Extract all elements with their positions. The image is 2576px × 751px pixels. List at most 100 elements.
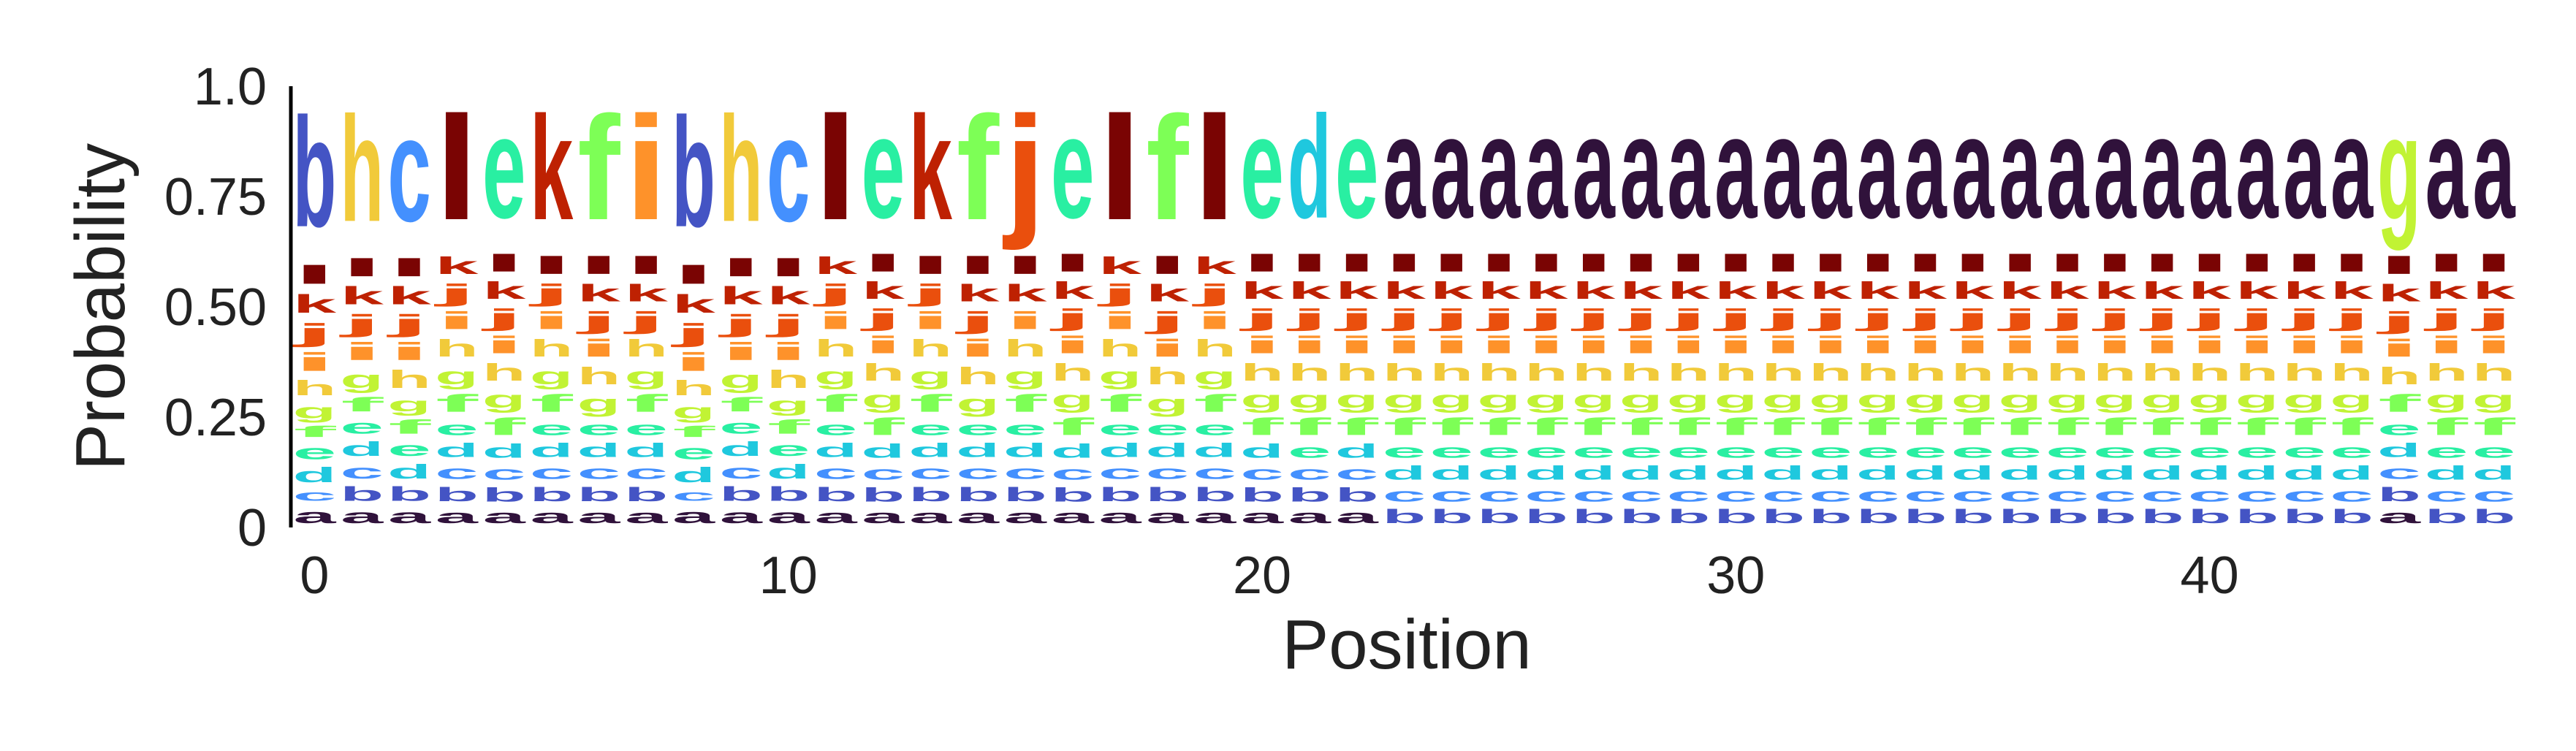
logo-letter-k: k bbox=[1951, 277, 1994, 304]
logo-letter-l: l bbox=[1667, 250, 1711, 277]
logo-letter-i: i bbox=[2330, 331, 2374, 358]
logo-letter-g: g bbox=[1003, 362, 1047, 389]
logo-letter-k: k bbox=[2283, 277, 2326, 304]
logo-letter-b: b bbox=[862, 484, 905, 506]
logo-letter-g: g bbox=[814, 362, 858, 389]
logo-letter-b: b bbox=[1809, 506, 1853, 527]
logo-letter-l: l bbox=[862, 250, 905, 277]
logo-letter-d: d bbox=[2093, 462, 2137, 484]
logo-letter-i: i bbox=[1904, 331, 1948, 358]
logo-letter-j: j bbox=[1428, 304, 1472, 331]
logo-letter-d: d bbox=[577, 439, 621, 461]
logo-letter-i: i bbox=[1098, 307, 1142, 335]
logo-letter-a: a bbox=[767, 506, 810, 527]
x-tick-label: 30 bbox=[1706, 546, 1765, 605]
logo-letter-i: i bbox=[672, 347, 715, 376]
logo-letter-f: f bbox=[1762, 413, 1806, 440]
logo-letter-e: e bbox=[1951, 440, 1995, 462]
logo-letter-h: h bbox=[1146, 362, 1190, 389]
logo-glyphs: acdefghijklbabcdefgijklhabdefghijklcabcd… bbox=[291, 85, 2516, 527]
logo-letter-h: h bbox=[672, 377, 715, 400]
x-tick-label: 10 bbox=[759, 546, 818, 605]
logo-letter-h: h bbox=[2330, 359, 2374, 386]
logo-letter-d: d bbox=[1430, 462, 1474, 484]
logo-letter-a: a bbox=[1193, 506, 1236, 527]
logo-letter-a: a bbox=[436, 506, 479, 527]
logo-letter-f: f bbox=[1999, 413, 2043, 440]
logo-letter-k: k bbox=[293, 289, 337, 319]
logo-letter-e: e bbox=[1288, 440, 1331, 462]
logo-letter-c: c bbox=[1572, 484, 1616, 506]
logo-letter-b: b bbox=[577, 484, 621, 506]
logo-letter-b: b bbox=[2188, 506, 2232, 527]
logo-letter-g: g bbox=[1904, 386, 1948, 413]
logo-letter-g: g bbox=[2282, 386, 2326, 413]
logo-letter-l: l bbox=[2472, 250, 2516, 277]
logo-letter-f: f bbox=[2235, 413, 2279, 440]
logo-letter-b: b bbox=[1856, 506, 1900, 527]
logo-letter-b: b bbox=[1383, 506, 1426, 527]
logo-letter-b: b bbox=[1288, 484, 1331, 506]
logo-letter-l: l bbox=[387, 253, 431, 281]
logo-letter-d: d bbox=[1761, 462, 1805, 484]
logo-letter-j: j bbox=[2471, 304, 2515, 331]
logo-letter-g: g bbox=[2330, 386, 2374, 413]
logo-letter-h: h bbox=[1998, 359, 2042, 386]
logo-letter-l: l bbox=[1951, 250, 1995, 277]
logo-letter-k: k bbox=[1999, 277, 2042, 304]
logo-letter-b: b bbox=[2235, 506, 2279, 527]
logo-letter-c: c bbox=[1904, 484, 1948, 506]
logo-letter-i: i bbox=[2282, 331, 2326, 358]
logo-letter-a: a bbox=[1098, 506, 1141, 527]
logo-letter-g: g bbox=[435, 362, 479, 389]
logo-letter-e: e bbox=[2045, 440, 2089, 462]
logo-letter-a: a bbox=[1004, 506, 1047, 527]
logo-letter-e: e bbox=[1335, 85, 1379, 248]
logo-letter-j: j bbox=[2376, 307, 2420, 335]
logo-letter-b: b bbox=[2282, 506, 2326, 527]
logo-letter-c: c bbox=[1430, 484, 1474, 506]
logo-letter-h: h bbox=[908, 335, 952, 362]
logo-letter-d: d bbox=[1714, 462, 1758, 484]
logo-letter-a: a bbox=[1904, 85, 1948, 248]
logo-letter-c: c bbox=[908, 461, 952, 483]
logo-letter-c: c bbox=[2472, 484, 2516, 506]
x-tick-label: 0 bbox=[300, 546, 329, 605]
logo-letter-l: l bbox=[2093, 250, 2137, 277]
logo-letter-a: a bbox=[1241, 506, 1284, 527]
logo-letter-d: d bbox=[1619, 462, 1663, 484]
logo-letter-i: i bbox=[482, 331, 526, 358]
logo-letter-k: k bbox=[435, 251, 478, 279]
logo-letter-h: h bbox=[767, 366, 810, 394]
logo-letter-h: h bbox=[1714, 359, 1758, 386]
logo-letter-i: i bbox=[577, 335, 621, 362]
y-tick-label: 1.0 bbox=[194, 58, 267, 116]
logo-letter-g: g bbox=[956, 390, 1000, 417]
logo-letter-a: a bbox=[1999, 85, 2042, 248]
logo-letter-c: c bbox=[340, 460, 384, 483]
logo-letter-f: f bbox=[672, 423, 715, 441]
logo-letter-l: l bbox=[1714, 250, 1758, 277]
logo-letter-e: e bbox=[908, 417, 952, 439]
logo-letter-l: l bbox=[1146, 251, 1190, 279]
logo-letter-c: c bbox=[1761, 484, 1805, 506]
logo-letter-c: c bbox=[862, 462, 905, 484]
logo-letter-i: i bbox=[435, 307, 479, 335]
logo-letter-a: a bbox=[1762, 85, 1805, 248]
logo-letter-l: l bbox=[577, 251, 621, 279]
logo-letter-d: d bbox=[2330, 462, 2374, 484]
logo-letter-l: l bbox=[1051, 250, 1095, 277]
logo-letter-h: h bbox=[1809, 359, 1853, 386]
logo-letter-k: k bbox=[1619, 277, 1663, 304]
logo-letter-e: e bbox=[719, 416, 763, 438]
logo-letter-g: g bbox=[1809, 386, 1853, 413]
logo-letter-e: e bbox=[1998, 440, 2042, 462]
logo-letter-b: b bbox=[1904, 506, 1948, 527]
logo-letter-d: d bbox=[1477, 462, 1521, 484]
logo-letter-l: l bbox=[2330, 250, 2374, 277]
logo-letter-j: j bbox=[433, 279, 477, 307]
logo-letter-c: c bbox=[2140, 484, 2184, 506]
x-axis-ticks: 0 10 20 30 40 bbox=[300, 546, 2238, 605]
logo-letter-l: l bbox=[1098, 86, 1142, 251]
logo-letter-j: j bbox=[1191, 279, 1235, 307]
